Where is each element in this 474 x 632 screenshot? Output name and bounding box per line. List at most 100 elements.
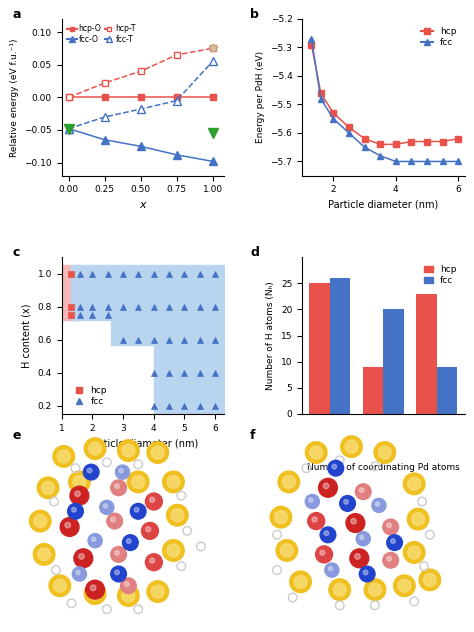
- Circle shape: [276, 540, 298, 561]
- Circle shape: [363, 570, 368, 574]
- Circle shape: [333, 583, 346, 596]
- Circle shape: [130, 504, 146, 519]
- Circle shape: [111, 547, 127, 562]
- Text: f: f: [250, 429, 255, 442]
- Bar: [310, 283, 330, 414]
- Circle shape: [351, 518, 356, 524]
- Circle shape: [383, 519, 399, 535]
- Circle shape: [274, 511, 287, 524]
- Circle shape: [37, 477, 59, 499]
- Circle shape: [344, 499, 348, 504]
- Circle shape: [87, 468, 92, 473]
- Circle shape: [345, 440, 358, 453]
- Circle shape: [151, 585, 164, 598]
- Circle shape: [151, 446, 164, 459]
- Text: e: e: [13, 429, 21, 442]
- Circle shape: [319, 478, 337, 497]
- Y-axis label: Number of H atoms (Nₕ): Number of H atoms (Nₕ): [266, 281, 275, 390]
- Y-axis label: Energy per PdH (eV): Energy per PdH (eV): [256, 51, 265, 143]
- Circle shape: [83, 465, 99, 480]
- Circle shape: [34, 514, 47, 528]
- Circle shape: [407, 508, 429, 530]
- Circle shape: [332, 465, 337, 469]
- Circle shape: [84, 583, 106, 604]
- Circle shape: [163, 471, 184, 493]
- Circle shape: [73, 475, 86, 489]
- Circle shape: [49, 575, 71, 597]
- Circle shape: [89, 442, 101, 455]
- Circle shape: [73, 567, 86, 581]
- Circle shape: [111, 566, 127, 582]
- Circle shape: [323, 483, 329, 489]
- Circle shape: [283, 475, 295, 489]
- Circle shape: [320, 550, 325, 556]
- Circle shape: [325, 563, 339, 577]
- Circle shape: [111, 517, 116, 522]
- Circle shape: [378, 446, 391, 459]
- Bar: [437, 367, 457, 414]
- Circle shape: [398, 580, 411, 592]
- Y-axis label: H content (x): H content (x): [22, 303, 32, 368]
- Circle shape: [70, 486, 89, 505]
- Bar: [417, 294, 437, 414]
- Circle shape: [69, 471, 90, 493]
- Circle shape: [391, 538, 395, 544]
- Circle shape: [374, 442, 396, 463]
- Circle shape: [116, 465, 129, 479]
- Circle shape: [29, 510, 51, 532]
- Text: d: d: [250, 246, 259, 259]
- Circle shape: [308, 513, 325, 530]
- Circle shape: [89, 587, 101, 600]
- Circle shape: [355, 554, 360, 559]
- Text: b: b: [250, 8, 259, 21]
- Circle shape: [115, 484, 119, 489]
- Legend: hcp, fcc: hcp, fcc: [420, 262, 460, 289]
- Circle shape: [280, 544, 293, 557]
- Circle shape: [37, 548, 51, 561]
- Circle shape: [167, 475, 180, 489]
- Text: c: c: [13, 246, 20, 259]
- Circle shape: [119, 468, 123, 473]
- Circle shape: [118, 585, 139, 606]
- Circle shape: [340, 495, 356, 511]
- Circle shape: [88, 533, 102, 548]
- Circle shape: [33, 544, 55, 565]
- Circle shape: [278, 471, 300, 493]
- Circle shape: [364, 579, 386, 600]
- Circle shape: [79, 554, 84, 559]
- Circle shape: [57, 450, 70, 463]
- Circle shape: [372, 499, 386, 513]
- Circle shape: [329, 579, 350, 600]
- Circle shape: [387, 556, 392, 561]
- Circle shape: [86, 580, 104, 599]
- X-axis label: Particle diameter (nm): Particle diameter (nm): [88, 438, 198, 448]
- Circle shape: [346, 514, 365, 532]
- Circle shape: [312, 517, 317, 522]
- Circle shape: [324, 531, 329, 535]
- X-axis label: Particle diameter (nm): Particle diameter (nm): [328, 200, 438, 210]
- Text: a: a: [13, 8, 21, 21]
- Circle shape: [125, 582, 129, 586]
- Circle shape: [359, 566, 375, 582]
- Bar: [363, 367, 383, 414]
- Circle shape: [171, 509, 184, 521]
- Circle shape: [270, 506, 292, 528]
- Circle shape: [375, 502, 380, 506]
- Circle shape: [122, 444, 135, 457]
- Circle shape: [320, 527, 336, 543]
- Circle shape: [387, 523, 392, 528]
- Circle shape: [128, 471, 149, 493]
- Circle shape: [100, 501, 114, 514]
- Bar: [330, 278, 350, 414]
- Circle shape: [76, 571, 80, 574]
- Bar: [383, 310, 404, 414]
- Circle shape: [163, 540, 184, 561]
- Circle shape: [72, 507, 76, 512]
- Circle shape: [419, 569, 441, 591]
- Circle shape: [54, 580, 66, 592]
- Circle shape: [122, 535, 138, 550]
- Circle shape: [423, 573, 437, 586]
- Circle shape: [393, 575, 415, 597]
- Circle shape: [166, 504, 188, 526]
- Circle shape: [65, 522, 71, 528]
